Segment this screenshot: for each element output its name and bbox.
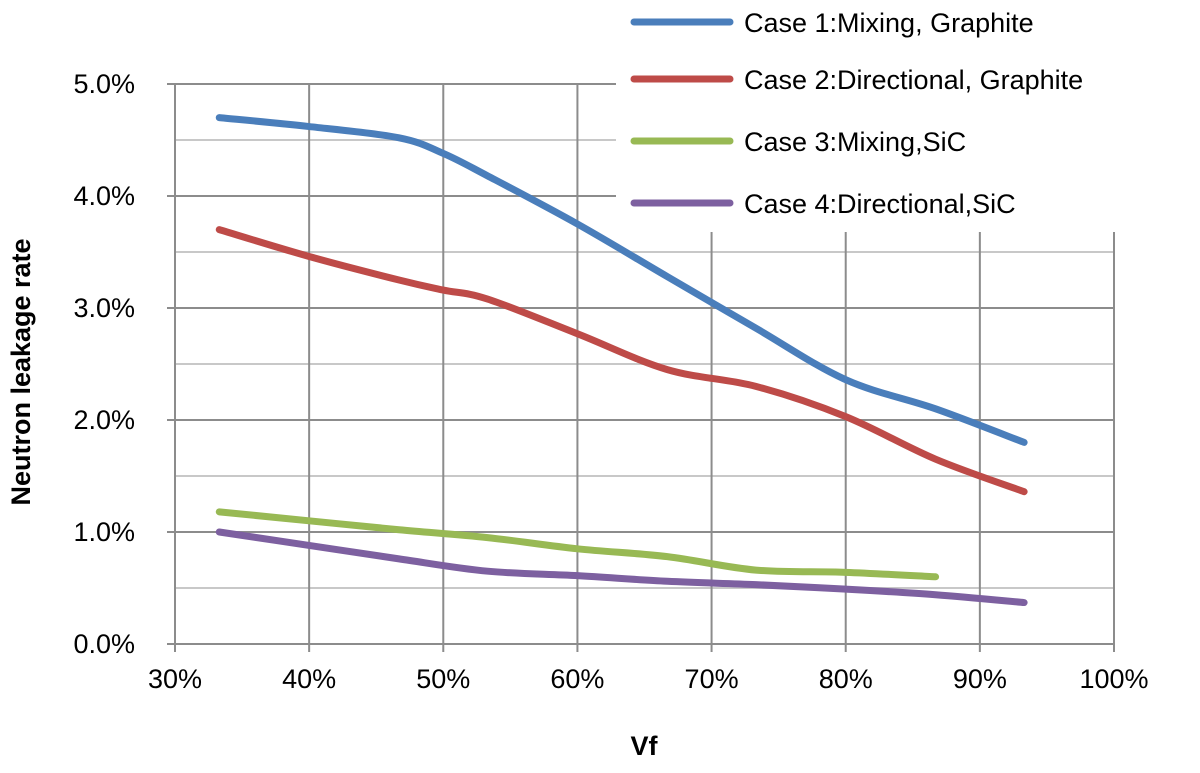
series-line-case-4 bbox=[215, 528, 1028, 607]
series-line-case-2 bbox=[215, 226, 1028, 496]
y-tick-label: 1.0% bbox=[73, 517, 135, 547]
series-lines bbox=[215, 114, 1028, 607]
legend-background bbox=[616, 0, 1200, 232]
x-tick-label: 50% bbox=[416, 664, 470, 694]
legend-label: Case 4:Directional,SiC bbox=[744, 189, 1016, 219]
legend: Case 1:Mixing, Graphite Case 2:Directiona… bbox=[616, 0, 1200, 232]
x-tick-label: 80% bbox=[819, 664, 873, 694]
x-axis-title: Vf bbox=[631, 731, 659, 761]
series-line-case-3 bbox=[215, 508, 940, 581]
legend-label: Case 2:Directional, Graphite bbox=[744, 65, 1083, 95]
y-tick-label: 0.0% bbox=[73, 629, 135, 659]
y-axis-title: Neutron leakage rate bbox=[6, 238, 36, 505]
x-tick-label: 40% bbox=[282, 664, 336, 694]
x-tick-label: 30% bbox=[148, 664, 202, 694]
x-tick-label: 70% bbox=[685, 664, 739, 694]
legend-label: Case 1:Mixing, Graphite bbox=[744, 8, 1034, 38]
x-tick-label: 100% bbox=[1079, 664, 1148, 694]
x-axis-ticks: 30% 40% 50% 60% 70% 80% 90% 100% bbox=[148, 664, 1149, 694]
x-tick-label: 60% bbox=[550, 664, 604, 694]
legend-label: Case 3:Mixing,SiC bbox=[744, 127, 966, 157]
x-tick-label: 90% bbox=[953, 664, 1007, 694]
y-tick-label: 2.0% bbox=[73, 405, 135, 435]
y-tick-label: 3.0% bbox=[73, 293, 135, 323]
y-axis-ticks: 0.0% 1.0% 2.0% 3.0% 4.0% 5.0% bbox=[73, 69, 135, 659]
series-line-case-1 bbox=[215, 114, 1028, 446]
y-tick-label: 5.0% bbox=[73, 69, 135, 99]
y-tick-label: 4.0% bbox=[73, 181, 135, 211]
